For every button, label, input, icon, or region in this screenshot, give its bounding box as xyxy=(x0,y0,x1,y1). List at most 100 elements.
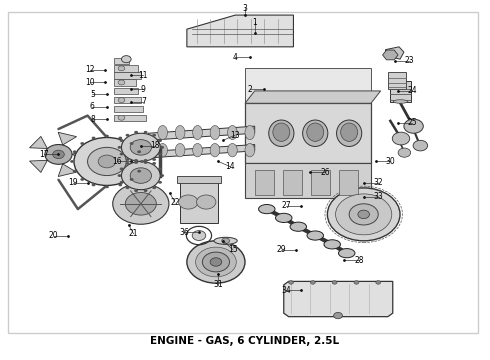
Text: 30: 30 xyxy=(386,157,395,166)
Ellipse shape xyxy=(275,213,292,222)
Ellipse shape xyxy=(393,100,408,103)
Polygon shape xyxy=(58,160,76,176)
Bar xyxy=(114,58,129,64)
Text: 19: 19 xyxy=(68,178,78,187)
Circle shape xyxy=(210,258,222,266)
Text: 20: 20 xyxy=(49,231,58,240)
Text: 4: 4 xyxy=(233,53,238,62)
Circle shape xyxy=(354,281,359,284)
Circle shape xyxy=(140,160,144,163)
Circle shape xyxy=(73,150,76,153)
Circle shape xyxy=(137,150,141,153)
Circle shape xyxy=(125,193,156,215)
Circle shape xyxy=(134,159,138,162)
Text: 3: 3 xyxy=(243,4,247,13)
Circle shape xyxy=(192,231,206,240)
Circle shape xyxy=(80,178,84,181)
Circle shape xyxy=(144,161,147,164)
Ellipse shape xyxy=(290,222,307,231)
Polygon shape xyxy=(29,157,53,172)
Circle shape xyxy=(122,133,160,162)
Ellipse shape xyxy=(193,126,202,140)
Ellipse shape xyxy=(303,120,328,147)
Circle shape xyxy=(332,281,337,284)
Polygon shape xyxy=(148,126,255,140)
Circle shape xyxy=(144,131,147,134)
Circle shape xyxy=(130,140,151,155)
Circle shape xyxy=(202,252,229,272)
Circle shape xyxy=(118,66,125,71)
Bar xyxy=(114,72,141,78)
Circle shape xyxy=(336,194,392,235)
Circle shape xyxy=(134,161,138,164)
Ellipse shape xyxy=(337,120,362,147)
Text: 34: 34 xyxy=(281,286,291,295)
Circle shape xyxy=(158,167,162,170)
Polygon shape xyxy=(29,136,53,152)
Circle shape xyxy=(196,247,236,277)
Polygon shape xyxy=(68,147,87,161)
Circle shape xyxy=(118,174,122,177)
Circle shape xyxy=(179,195,198,209)
Ellipse shape xyxy=(210,126,220,140)
Circle shape xyxy=(125,134,129,137)
Circle shape xyxy=(118,98,125,103)
Circle shape xyxy=(120,139,123,142)
Bar xyxy=(388,72,406,89)
Circle shape xyxy=(358,210,369,219)
Text: 23: 23 xyxy=(405,57,415,66)
Circle shape xyxy=(73,170,76,172)
Circle shape xyxy=(80,142,84,145)
Text: 36: 36 xyxy=(179,228,189,237)
Polygon shape xyxy=(148,144,255,158)
Circle shape xyxy=(196,195,216,209)
Circle shape xyxy=(137,170,141,172)
Ellipse shape xyxy=(307,123,324,141)
Circle shape xyxy=(119,136,122,139)
Circle shape xyxy=(222,238,229,244)
Text: 22: 22 xyxy=(170,198,179,207)
Ellipse shape xyxy=(227,144,237,157)
Circle shape xyxy=(289,281,294,284)
Circle shape xyxy=(334,312,343,319)
Circle shape xyxy=(152,186,156,189)
Ellipse shape xyxy=(341,123,358,141)
Ellipse shape xyxy=(227,126,237,140)
Ellipse shape xyxy=(259,204,275,214)
Ellipse shape xyxy=(193,144,202,157)
Circle shape xyxy=(130,142,134,145)
Circle shape xyxy=(160,146,164,149)
Bar xyxy=(339,170,358,195)
Circle shape xyxy=(125,186,129,189)
Circle shape xyxy=(113,183,169,224)
Text: 1: 1 xyxy=(252,18,257,27)
Ellipse shape xyxy=(175,126,185,140)
Bar xyxy=(114,106,143,112)
Circle shape xyxy=(118,146,122,149)
Text: 6: 6 xyxy=(90,102,95,111)
Circle shape xyxy=(152,158,156,161)
Bar xyxy=(283,170,302,195)
Circle shape xyxy=(118,115,125,120)
Circle shape xyxy=(118,80,125,85)
Text: 29: 29 xyxy=(276,245,286,254)
Polygon shape xyxy=(245,103,371,163)
Polygon shape xyxy=(58,132,76,149)
Circle shape xyxy=(158,181,162,184)
Circle shape xyxy=(327,188,400,241)
Circle shape xyxy=(152,162,156,165)
Polygon shape xyxy=(386,47,404,59)
Circle shape xyxy=(130,168,151,183)
Circle shape xyxy=(105,185,109,188)
Bar xyxy=(311,170,330,195)
Circle shape xyxy=(45,144,72,164)
Circle shape xyxy=(413,140,428,151)
Circle shape xyxy=(120,181,123,184)
Ellipse shape xyxy=(245,144,255,157)
Text: 33: 33 xyxy=(373,192,383,201)
Circle shape xyxy=(349,204,378,225)
Circle shape xyxy=(376,281,381,284)
Bar xyxy=(255,170,274,195)
Text: 12: 12 xyxy=(85,65,95,74)
Circle shape xyxy=(125,158,129,161)
